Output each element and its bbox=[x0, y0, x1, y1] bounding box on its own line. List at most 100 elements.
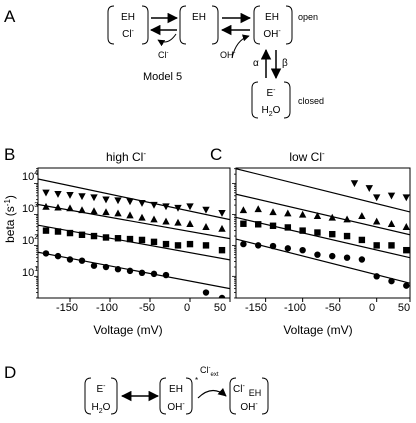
data-point-triangle-up bbox=[162, 217, 170, 225]
data-point-triangle-up bbox=[313, 212, 322, 220]
data-point-square bbox=[78, 231, 86, 238]
rate-beta: β bbox=[282, 58, 288, 69]
state-eh-empty: EH bbox=[179, 5, 219, 45]
plot-panel-b bbox=[34, 167, 231, 302]
data-point-triangle-up bbox=[218, 224, 226, 232]
data-point-square bbox=[314, 229, 321, 236]
ion-cl: Cl bbox=[158, 50, 167, 60]
data-point-triangle-down bbox=[174, 204, 182, 212]
x-tick-b-m50: -50 bbox=[139, 302, 155, 314]
data-point-circle bbox=[202, 289, 210, 296]
data-point-circle bbox=[255, 242, 262, 249]
data-point-triangle-up bbox=[402, 223, 410, 230]
data-point-circle bbox=[42, 250, 50, 257]
state2-top: EH bbox=[192, 12, 206, 23]
state3-top: EH bbox=[265, 12, 279, 23]
data-point-square bbox=[90, 232, 98, 240]
panel-letter-d: D bbox=[4, 363, 16, 382]
data-point-triangle-up bbox=[126, 211, 134, 219]
data-point-triangle-up bbox=[78, 206, 86, 214]
data-point-triangle-up bbox=[114, 209, 122, 217]
data-point-circle bbox=[102, 263, 110, 271]
d-state2-bottom: OH bbox=[167, 402, 182, 413]
svg-text:beta (s-1): beta (s-1) bbox=[3, 195, 17, 243]
data-point-triangle-up bbox=[66, 204, 74, 212]
data-point-triangle-up bbox=[186, 220, 194, 227]
svg-text:104: 104 bbox=[22, 170, 38, 183]
x-tick-c-50: 50 bbox=[398, 302, 410, 314]
state1-top: EH bbox=[121, 12, 135, 23]
data-point-triangle-up bbox=[90, 207, 98, 215]
y-tick-1e4: 10 bbox=[22, 171, 34, 183]
x-axis-label-b: Voltage (mV) bbox=[93, 323, 162, 337]
data-point-square bbox=[299, 227, 306, 234]
data-point-triangle-up bbox=[284, 209, 292, 217]
data-point-square bbox=[54, 228, 62, 235]
d-state-cl-eh-oh: Cl- EH OH- bbox=[229, 377, 269, 415]
panel-a: A EH Cl- EH EH OH- open E- H2O bbox=[4, 5, 324, 119]
d-ion: Cl bbox=[200, 365, 209, 375]
data-point-circle bbox=[66, 256, 74, 263]
fit-line bbox=[236, 216, 410, 259]
data-point-circle bbox=[388, 277, 395, 285]
data-point-circle bbox=[358, 256, 366, 263]
x-tick-c-m150: -150 bbox=[245, 302, 267, 314]
svg-text:Cl-: Cl- bbox=[122, 28, 134, 40]
svg-text:OH-: OH- bbox=[167, 401, 185, 413]
data-point-circle bbox=[329, 252, 336, 260]
data-point-circle bbox=[240, 240, 247, 248]
svg-text:OH-: OH- bbox=[240, 401, 258, 413]
data-point-circle bbox=[269, 242, 277, 250]
y-tick-1e3: 10 bbox=[22, 203, 34, 215]
data-point-circle bbox=[138, 269, 146, 277]
state-e-h2o: E- H2O bbox=[251, 81, 291, 119]
data-point-square bbox=[240, 220, 247, 227]
d-state3-bottom: OH bbox=[240, 402, 255, 413]
data-point-circle bbox=[284, 245, 292, 252]
state-eh-oh: EH OH- bbox=[253, 5, 293, 45]
state3-bottom: OH bbox=[263, 29, 278, 40]
data-point-triangle-up bbox=[202, 223, 210, 230]
y-tick-1e2: 10 bbox=[22, 235, 34, 247]
data-point-triangle-down bbox=[102, 196, 110, 204]
d-state2-star: * bbox=[195, 376, 198, 385]
data-point-triangle-down bbox=[138, 200, 146, 207]
panel-d: D E- H2O EH OH- * Cl-ext Cl- EH OH- bbox=[4, 363, 269, 415]
data-point-square bbox=[388, 242, 395, 249]
data-point-triangle-down bbox=[186, 203, 194, 211]
data-point-triangle-down bbox=[66, 191, 74, 199]
data-point-circle bbox=[314, 251, 321, 258]
data-point-square bbox=[269, 222, 277, 229]
x-axis-label-c: Voltage (mV) bbox=[283, 323, 352, 337]
svg-text:102: 102 bbox=[22, 234, 38, 247]
panel-letter-b: B bbox=[4, 145, 15, 164]
data-point-triangle-down bbox=[54, 191, 62, 198]
model-label: Model 5 bbox=[143, 71, 182, 83]
x-tick-labels-b: -150 -100 -50 0 50 bbox=[56, 302, 226, 314]
data-point-triangle-down bbox=[78, 193, 86, 201]
data-point-circle bbox=[218, 294, 226, 298]
data-point-triangle-down bbox=[350, 180, 359, 188]
data-point-square bbox=[174, 242, 182, 249]
x-tick-b-50: 50 bbox=[214, 302, 226, 314]
svg-text:E-: E- bbox=[266, 87, 276, 99]
data-point-triangle-down bbox=[162, 203, 170, 211]
panel-letter-c: C bbox=[210, 145, 222, 164]
data-point-triangle-up bbox=[254, 205, 262, 213]
d-state-eh-oh: EH OH- * bbox=[159, 376, 198, 415]
svg-text:low Cl-: low Cl- bbox=[289, 149, 325, 164]
data-point-square bbox=[102, 234, 110, 241]
data-point-square bbox=[373, 242, 380, 249]
data-point-triangle-down bbox=[372, 194, 381, 202]
data-point-square bbox=[343, 232, 351, 240]
svg-text:Cl-: Cl- bbox=[233, 383, 245, 395]
data-point-triangle-down bbox=[114, 197, 122, 205]
data-point-triangle-down bbox=[402, 194, 410, 202]
data-point-square bbox=[202, 242, 210, 249]
data-point-square bbox=[329, 230, 336, 238]
x-tick-c-0: 0 bbox=[369, 302, 375, 314]
ion-oh: OH bbox=[220, 50, 234, 60]
svg-text:Cl-ext: Cl-ext bbox=[200, 365, 219, 378]
y-tick-labels: 104 103 102 101 bbox=[22, 170, 38, 279]
